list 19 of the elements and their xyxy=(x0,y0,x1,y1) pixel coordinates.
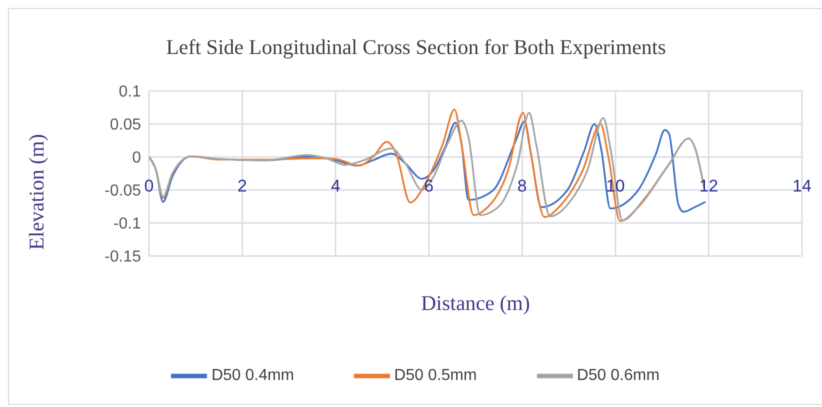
y-tick-label: -0.15 xyxy=(104,248,142,266)
x-tick-label: 6 xyxy=(424,176,434,196)
x-tick-label: 2 xyxy=(238,176,248,196)
y-tick-label: 0 xyxy=(132,150,142,167)
y-tick-label: -0.05 xyxy=(104,182,142,200)
x-tick-label: 0 xyxy=(144,176,154,196)
y-tick-label: 0.1 xyxy=(118,84,142,101)
x-tick-label: 14 xyxy=(792,176,812,196)
y-tick-label: -0.1 xyxy=(113,216,142,233)
legend-label: D50 0.5mm xyxy=(394,367,477,384)
chart-title: Left Side Longitudinal Cross Section for Both Experiments xyxy=(165,35,667,60)
x-tick-label: 4 xyxy=(330,176,340,196)
legend-label: D50 0.4mm xyxy=(211,367,294,384)
x-tick-label: 8 xyxy=(517,176,527,196)
legend-label: D50 0.6mm xyxy=(576,367,660,384)
x-tick-label: 12 xyxy=(699,176,718,196)
y-tick-label: 0.05 xyxy=(110,116,142,134)
y-axis-title: Elevation (m) xyxy=(24,134,50,250)
x-axis-title: Distance (m) xyxy=(420,291,532,316)
